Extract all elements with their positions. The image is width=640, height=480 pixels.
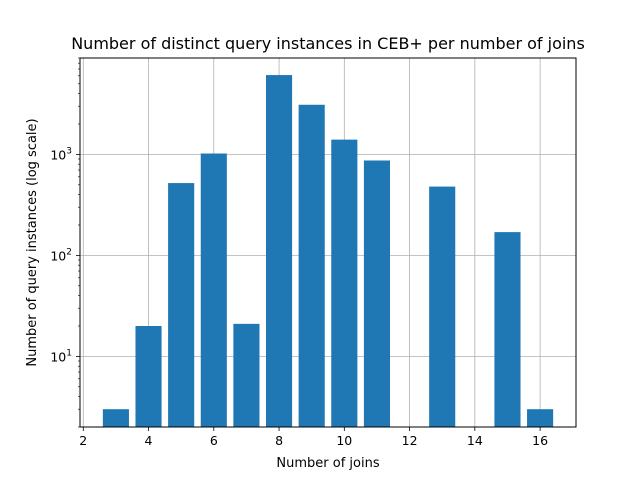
x-axis-ticks: 2 4 6 8 10 12 14 16 xyxy=(79,427,548,448)
y-tick-label: 101 xyxy=(50,348,72,364)
bar xyxy=(135,325,162,427)
bar xyxy=(429,186,456,427)
bar xyxy=(363,160,390,427)
y-tick-label: 103 xyxy=(50,146,72,162)
x-tick-label: 14 xyxy=(467,433,483,448)
x-axis-label: Number of joins xyxy=(276,456,379,471)
x-tick-label: 8 xyxy=(275,433,283,448)
bar xyxy=(527,409,554,427)
x-tick-label: 16 xyxy=(532,433,548,448)
plot-frame xyxy=(79,57,577,428)
chart-title: Number of distinct query instances in CE… xyxy=(71,34,585,53)
bar xyxy=(266,75,293,427)
bar xyxy=(298,104,325,427)
x-tick-label: 6 xyxy=(210,433,218,448)
bar xyxy=(494,232,521,427)
x-tick-label: 2 xyxy=(79,433,87,448)
y-axis-label: Number of query instances (log scale) xyxy=(25,118,40,366)
y-tick-label: 102 xyxy=(50,247,72,263)
bars xyxy=(102,75,554,427)
bar xyxy=(102,409,129,427)
x-tick-label: 12 xyxy=(402,433,418,448)
bar xyxy=(233,323,260,427)
y-axis-ticks: 101 102 103 xyxy=(50,57,80,428)
bar xyxy=(168,183,195,427)
bar xyxy=(331,139,358,427)
x-tick-label: 4 xyxy=(145,433,153,448)
x-tick-label: 10 xyxy=(336,433,352,448)
bar xyxy=(200,153,227,427)
